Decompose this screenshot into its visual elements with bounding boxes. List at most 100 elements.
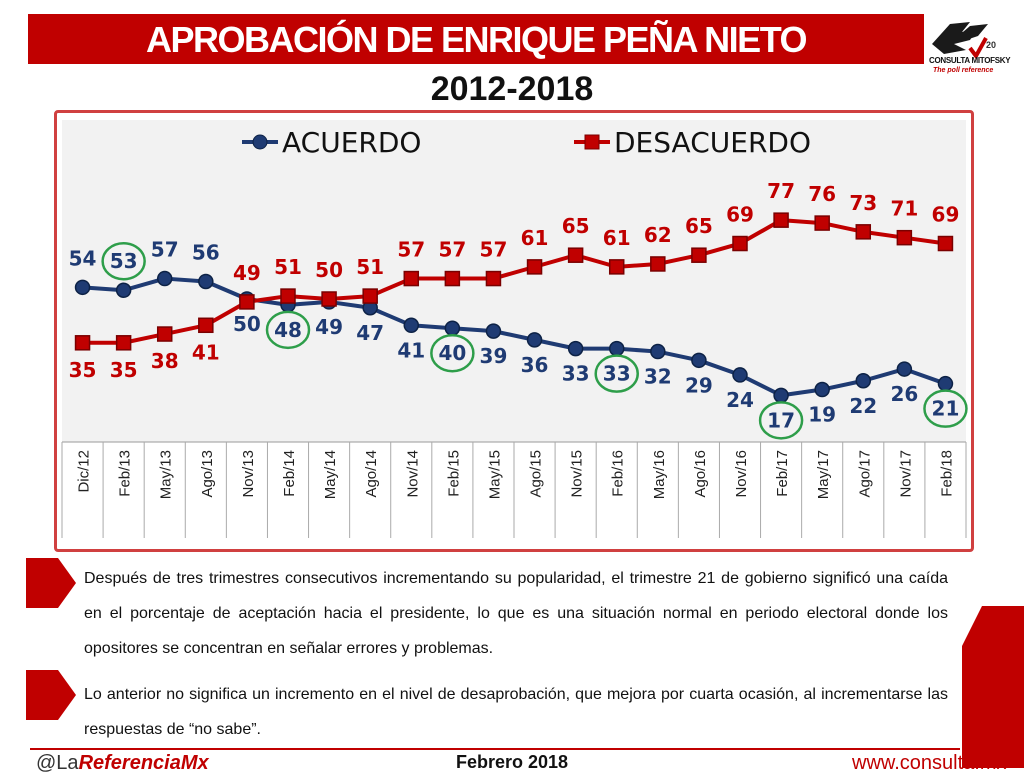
data-point xyxy=(773,212,789,228)
data-label: 65 xyxy=(685,214,713,238)
data-point xyxy=(362,288,378,304)
data-point xyxy=(896,361,913,377)
data-label: 51 xyxy=(356,255,384,279)
title-bar xyxy=(28,14,924,64)
data-label: 41 xyxy=(192,340,220,364)
decorative-red-shape xyxy=(962,606,1024,768)
data-point xyxy=(156,270,173,287)
data-label: 39 xyxy=(480,344,508,368)
data-point xyxy=(814,215,830,231)
x-tick-label: Feb/13 xyxy=(117,450,134,497)
data-point xyxy=(732,235,748,252)
data-point xyxy=(855,373,872,389)
highlight-circle xyxy=(758,401,804,440)
data-label: 56 xyxy=(192,240,220,264)
data-label: 57 xyxy=(397,238,425,262)
x-tick-label: Nov/14 xyxy=(404,450,421,498)
data-point xyxy=(280,288,296,304)
highlight-circle xyxy=(923,389,968,428)
data-label: 50 xyxy=(233,312,261,336)
legend-marker xyxy=(584,134,600,150)
data-point xyxy=(156,326,173,342)
x-tick-label: Nov/16 xyxy=(733,450,750,498)
x-tick-label: Feb/17 xyxy=(774,450,791,497)
x-tick-label: Nov/13 xyxy=(240,450,257,498)
x-tick-label: Ago/13 xyxy=(199,450,216,498)
data-point xyxy=(239,294,255,310)
logo-badge: 20 xyxy=(986,40,997,50)
data-point xyxy=(691,247,707,263)
data-label: 40 xyxy=(438,341,466,365)
x-tick-label: May/15 xyxy=(486,450,503,499)
x-tick-label: Ago/14 xyxy=(363,450,380,498)
page-subtitle: 2012-2018 xyxy=(430,70,594,108)
approval-line-chart: Dic/12 Feb/13 May/13 Ago/13 Nov/13 Feb/14 May/… xyxy=(61,120,968,538)
data-label: 38 xyxy=(151,349,179,373)
x-tick-label: Feb/15 xyxy=(445,450,462,497)
data-label: 21 xyxy=(932,397,960,421)
series-line-desacuerdo xyxy=(82,218,946,345)
data-point xyxy=(403,317,420,334)
highlight-circle xyxy=(430,333,475,373)
paragraph-2: Lo anterior no significa un incremento e… xyxy=(84,686,948,738)
data-label: 57 xyxy=(151,238,179,262)
data-point xyxy=(896,229,913,246)
data-label: 41 xyxy=(397,338,425,362)
data-label: 53 xyxy=(110,249,138,273)
data-point xyxy=(855,224,872,240)
data-point xyxy=(608,340,625,357)
x-tick-label: Ago/15 xyxy=(528,450,545,498)
data-point xyxy=(526,259,543,275)
data-label: 19 xyxy=(808,403,836,427)
page-title: APROBACIÓN DE ENRIQUE PEÑA NIETO xyxy=(145,19,808,60)
logo-name: CONSULTA MITOFSKY xyxy=(929,56,1011,65)
data-point xyxy=(650,343,666,360)
highlight-circle xyxy=(594,354,639,393)
data-point xyxy=(485,270,502,287)
paragraph-1: Después de tres trimestres consecutivos … xyxy=(84,570,948,657)
data-point xyxy=(691,352,707,369)
series-line-acuerdo xyxy=(82,276,947,398)
x-tick-label: Dic/12 xyxy=(76,450,93,493)
data-label: 33 xyxy=(603,362,631,386)
data-point xyxy=(937,375,954,392)
data-label: 49 xyxy=(315,315,343,339)
data-point xyxy=(403,270,420,287)
data-label: 69 xyxy=(932,203,960,227)
data-label: 17 xyxy=(767,408,795,432)
data-label: 62 xyxy=(644,223,672,247)
data-point xyxy=(773,387,789,404)
legend-label: DESACUERDO xyxy=(614,126,811,159)
x-tick-label: Nov/15 xyxy=(569,450,586,498)
highlight-circle xyxy=(101,241,146,281)
x-tick-label: Feb/16 xyxy=(610,450,627,497)
data-label: 73 xyxy=(849,191,877,215)
data-label: 35 xyxy=(110,358,138,382)
data-point xyxy=(650,256,666,272)
data-label: 57 xyxy=(480,238,508,262)
footer-handle: @LaReferenciaMx xyxy=(36,752,209,774)
data-label: 32 xyxy=(644,365,672,389)
x-tick-label: Feb/18 xyxy=(938,450,955,497)
bullet-arrow-icon xyxy=(26,558,76,608)
x-tick-label: Ago/17 xyxy=(856,450,873,498)
data-label: 29 xyxy=(685,373,713,397)
x-tick-label: Nov/17 xyxy=(897,450,914,498)
bullet-arrow-icon xyxy=(26,670,76,720)
legend-label: ACUERDO xyxy=(282,126,421,159)
data-label: 69 xyxy=(726,203,754,227)
data-label: 51 xyxy=(274,255,302,279)
data-point xyxy=(444,270,461,287)
data-label: 24 xyxy=(726,388,754,412)
footer-url: www.consulta.mx xyxy=(852,752,1007,774)
data-point xyxy=(814,381,830,398)
data-label: 61 xyxy=(521,226,549,250)
data-label: 54 xyxy=(69,246,97,270)
data-label: 48 xyxy=(274,318,302,342)
data-point xyxy=(115,282,132,298)
data-label: 35 xyxy=(69,358,97,382)
data-point xyxy=(198,317,214,334)
data-point xyxy=(198,273,214,290)
x-tick-label: May/16 xyxy=(651,450,668,499)
data-label: 61 xyxy=(603,226,631,250)
